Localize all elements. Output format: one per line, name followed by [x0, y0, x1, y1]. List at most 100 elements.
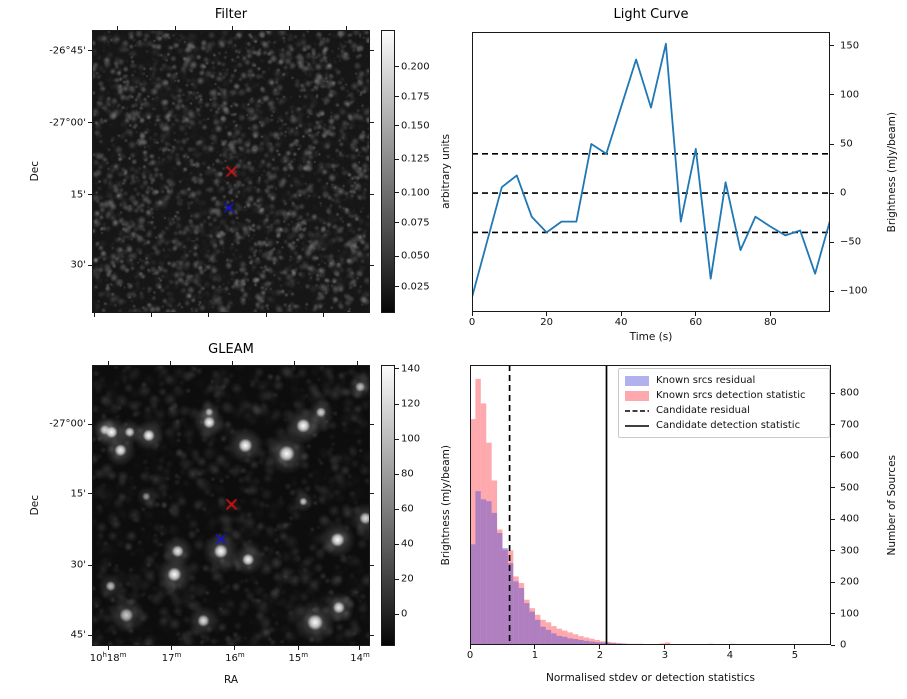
tick-mark [208, 313, 210, 317]
tick-mark [599, 645, 601, 649]
tick-mark [345, 26, 347, 30]
gleam-ytick-label: 45' [70, 629, 86, 641]
histogram-ylabel: Number of Sources [886, 454, 898, 556]
tick-mark [93, 313, 95, 317]
gleam-ylabel-wrap: Dec [28, 365, 42, 646]
tick-mark [831, 487, 835, 489]
gleam-cbar-label-wrap: Brightness (mJy/beam) [438, 365, 454, 646]
tick-mark [469, 645, 471, 649]
gleam-cbar-tick-label: 80 [401, 468, 414, 480]
tick-mark [831, 455, 835, 457]
tick-mark [831, 518, 835, 520]
tick-mark [370, 423, 374, 425]
lightcurve-ytick-label: −50 [840, 236, 862, 248]
tick-mark [831, 392, 835, 394]
gleam-xtick-label: 14m [350, 651, 370, 664]
filter-colorbar [381, 30, 395, 313]
tick-mark [395, 222, 399, 224]
tick-mark [357, 361, 359, 365]
tick-mark [88, 264, 92, 266]
gleam-xtick-label: 17m [161, 651, 182, 664]
tick-mark [88, 194, 92, 196]
histogram-xtick-label: 1 [531, 650, 539, 661]
tick-mark [395, 508, 399, 510]
gleam-cbar-tick-label: 0 [401, 608, 408, 620]
tick-mark [395, 96, 399, 98]
tick-mark [174, 26, 176, 30]
tick-mark [830, 192, 834, 194]
legend-item-candidate-detstat: Candidate detection statistic [625, 418, 823, 433]
tick-mark [395, 403, 399, 405]
tick-mark [88, 423, 92, 425]
hist-series-1 [470, 491, 687, 645]
tick-mark [830, 241, 834, 243]
histogram-ytick-label: 400 [840, 513, 860, 525]
filter-image [93, 31, 369, 312]
tick-mark [769, 312, 771, 316]
gleam-cbar-label: Brightness (mJy/beam) [440, 445, 452, 566]
tick-mark [370, 122, 374, 124]
tick-mark [359, 646, 361, 650]
legend-item-known-residual: Known srcs residual [625, 373, 823, 388]
legend-label: Known srcs residual [656, 375, 756, 386]
tick-mark [297, 646, 299, 650]
tick-mark [107, 646, 109, 650]
tick-mark [395, 578, 399, 580]
gleam-ytick-label: 15' [70, 488, 86, 500]
tick-mark [395, 66, 399, 68]
tick-mark [116, 26, 118, 30]
gleam-title: GLEAM [208, 342, 254, 357]
tick-mark [830, 45, 834, 47]
lightcurve-ytick-label: 0 [840, 187, 847, 199]
filter-cbar-tick-label: 0.175 [401, 91, 430, 103]
lightcurve-xtick-label: 20 [540, 317, 553, 328]
tick-mark [831, 550, 835, 552]
tick-mark [234, 646, 236, 650]
tick-mark [395, 368, 399, 370]
tick-mark [395, 613, 399, 615]
histogram-ytick-label: 100 [840, 608, 860, 620]
filter-ytick-label: 15' [70, 189, 86, 201]
gleam-xtick-label: 15m [288, 651, 309, 664]
tick-mark [171, 646, 172, 650]
lightcurve-ylabel-wrap: Brightness (mJy/beam) [884, 32, 900, 312]
gleam-xlabel: RA [223, 674, 239, 686]
filter-cbar-tick-label: 0.125 [401, 153, 430, 165]
histogram-ytick-label: 200 [840, 576, 860, 588]
tick-mark [169, 361, 171, 365]
tick-mark [370, 264, 374, 266]
lightcurve-title: Light Curve [613, 7, 689, 22]
tick-mark [395, 438, 399, 440]
lightcurve-ytick-label: 100 [840, 89, 860, 101]
tick-mark [831, 424, 835, 426]
tick-mark [830, 290, 834, 292]
hist-series-0 [470, 378, 828, 645]
tick-mark [395, 286, 399, 288]
tick-mark [695, 312, 697, 316]
histogram-ytick-label: 800 [840, 387, 860, 399]
gleam-cbar-tick-label: 60 [401, 503, 414, 515]
tick-mark [88, 634, 92, 636]
legend-label: Candidate detection statistic [656, 420, 801, 431]
tick-mark [794, 645, 796, 649]
tick-mark [620, 312, 622, 316]
legend-item-candidate-residual: Candidate residual [625, 403, 823, 418]
histogram-xtick-label: 3 [661, 650, 669, 661]
histogram-xtick-label: 5 [791, 650, 799, 661]
lightcurve-xtick-label: 40 [614, 317, 628, 328]
histogram-xlabel: Normalised stdev or detection statistics [546, 672, 755, 684]
tick-mark [88, 493, 92, 495]
filter-cbar-tick-label: 0.100 [401, 187, 430, 199]
lightcurve-series [472, 42, 830, 298]
legend-solid-line-sample [625, 421, 649, 431]
filter-cbar-tick-label: 0.200 [401, 61, 430, 73]
tick-mark [370, 564, 374, 566]
lightcurve-ytick-label: −100 [840, 285, 868, 297]
filter-cbar-label-wrap: arbitrary units [438, 30, 454, 313]
tick-mark [88, 122, 92, 124]
histogram-xtick-label: 0 [466, 650, 474, 661]
legend-label: Known srcs detection statistic [656, 390, 806, 401]
tick-mark [288, 26, 290, 30]
gleam-ytick-label: -27°00' [49, 418, 86, 430]
